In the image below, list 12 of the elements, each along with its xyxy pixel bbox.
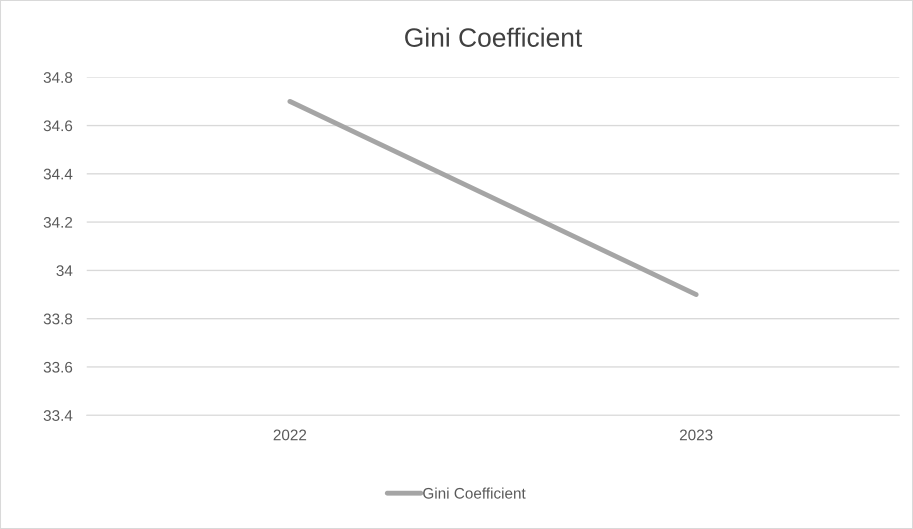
y-tick-label: 34.8 [44,72,72,83]
y-tick-label: 33.4 [44,410,72,421]
x-tick-label: 2022 [274,430,306,440]
y-tick-label: 34 [56,265,72,276]
chart-title: Gini Coefficient [405,28,582,47]
y-tick-label: 34.4 [44,168,72,180]
y-tick-label: 34.6 [44,120,72,132]
legend-label: Gini Coefficient [423,487,526,499]
y-tick-label: 33.8 [44,314,72,324]
y-tick-label: 34.2 [44,216,72,228]
y-tick-label: 33.6 [44,362,72,373]
x-tick-label: 2023 [680,430,712,440]
